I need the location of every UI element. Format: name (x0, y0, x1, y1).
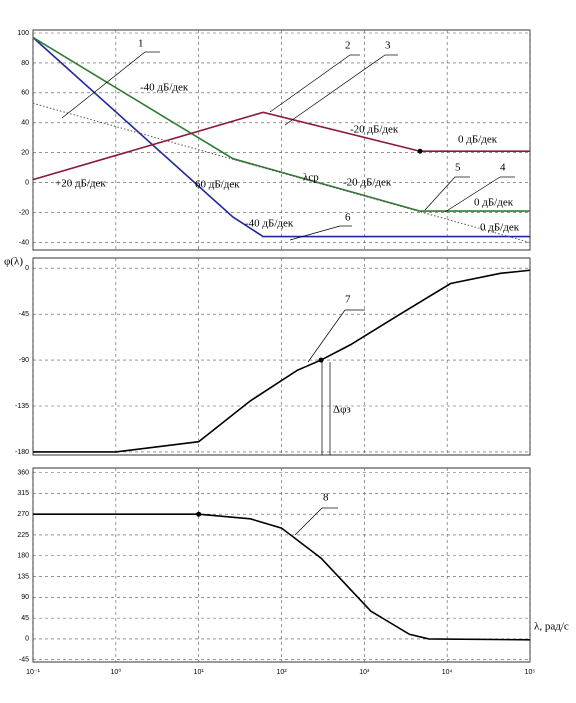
point (196, 511, 202, 517)
y-tick-label: 270 (17, 511, 29, 518)
x-axis-label: λ, рад/с (534, 620, 569, 632)
series-line (32, 36, 530, 238)
annotation: 2 (345, 40, 351, 52)
annotation: Δφз (333, 404, 351, 416)
x-tick-label: 10¹ (194, 669, 205, 676)
y-tick-label: 20 (21, 150, 29, 157)
y-tick-label: 135 (17, 573, 29, 580)
y-tick-label: 60 (21, 90, 29, 97)
leader-line (289, 225, 341, 241)
y-tick-label: 360 (17, 469, 29, 476)
y-tick-label: -135 (15, 403, 29, 410)
leader-line (61, 51, 146, 119)
annotation: 4 (500, 162, 506, 174)
y-tick-label: 0 (25, 179, 29, 186)
annotation: 60 дБ/дек (195, 179, 240, 191)
y-tick-label: 80 (21, 60, 29, 67)
y-tick-label: -45 (19, 311, 29, 318)
annotation: 7 (345, 294, 351, 306)
annotation: 0 дБ/дек (480, 222, 520, 234)
annotation: 8 (323, 492, 329, 504)
annotation: 3 (385, 40, 391, 52)
y-tick-label: 180 (17, 553, 29, 560)
annotation: 6 (345, 212, 351, 224)
series-line (32, 36, 530, 212)
annotation: λср (303, 172, 319, 184)
annotation: 5 (455, 162, 461, 174)
y-tick-label: 315 (17, 490, 29, 497)
y-tick-label: -40 (19, 239, 29, 246)
annotation: -40 дБ/дек (245, 218, 294, 230)
annotation: +20 дБ/дек (55, 178, 106, 190)
y-tick-label: 90 (21, 594, 29, 601)
leader-line (424, 176, 456, 211)
leader-line (444, 176, 501, 213)
leader-line (284, 54, 386, 126)
annotation: -20 дБ/дек (350, 124, 399, 136)
x-tick-label: 10⁻¹ (26, 669, 40, 676)
y-tick-label: -90 (19, 357, 29, 364)
y-tick-label: -45 (19, 657, 29, 664)
y-tick-label: 45 (21, 615, 29, 622)
annotation: 1 (138, 38, 144, 50)
series-line (32, 111, 530, 181)
leader-line (269, 54, 351, 113)
annotation: 0 дБ/дек (458, 134, 498, 146)
leader-line (294, 507, 323, 536)
point (417, 148, 423, 154)
x-tick-label: 10⁵ (525, 669, 536, 676)
y-axis-label: φ(λ) (4, 256, 23, 268)
x-tick-label: 10⁴ (442, 669, 453, 676)
series-line (33, 513, 531, 641)
y-tick-label: 0 (25, 265, 29, 272)
annotation: -20 дБ/дек (343, 177, 392, 189)
y-tick-label: -180 (15, 449, 29, 456)
y-tick-label: 100 (17, 30, 29, 37)
x-tick-label: 10² (276, 669, 287, 676)
annotation: -40 дБ/дек (140, 82, 189, 94)
y-tick-label: -20 (19, 209, 29, 216)
y-tick-label: 40 (21, 120, 29, 127)
y-tick-label: 0 (25, 636, 29, 643)
x-tick-label: 10³ (359, 669, 370, 676)
x-tick-label: 10⁰ (111, 668, 122, 676)
leader-line (307, 309, 346, 363)
annotation: 0 дБ/дек (474, 197, 514, 209)
y-tick-label: 225 (17, 532, 29, 539)
point (318, 357, 324, 363)
